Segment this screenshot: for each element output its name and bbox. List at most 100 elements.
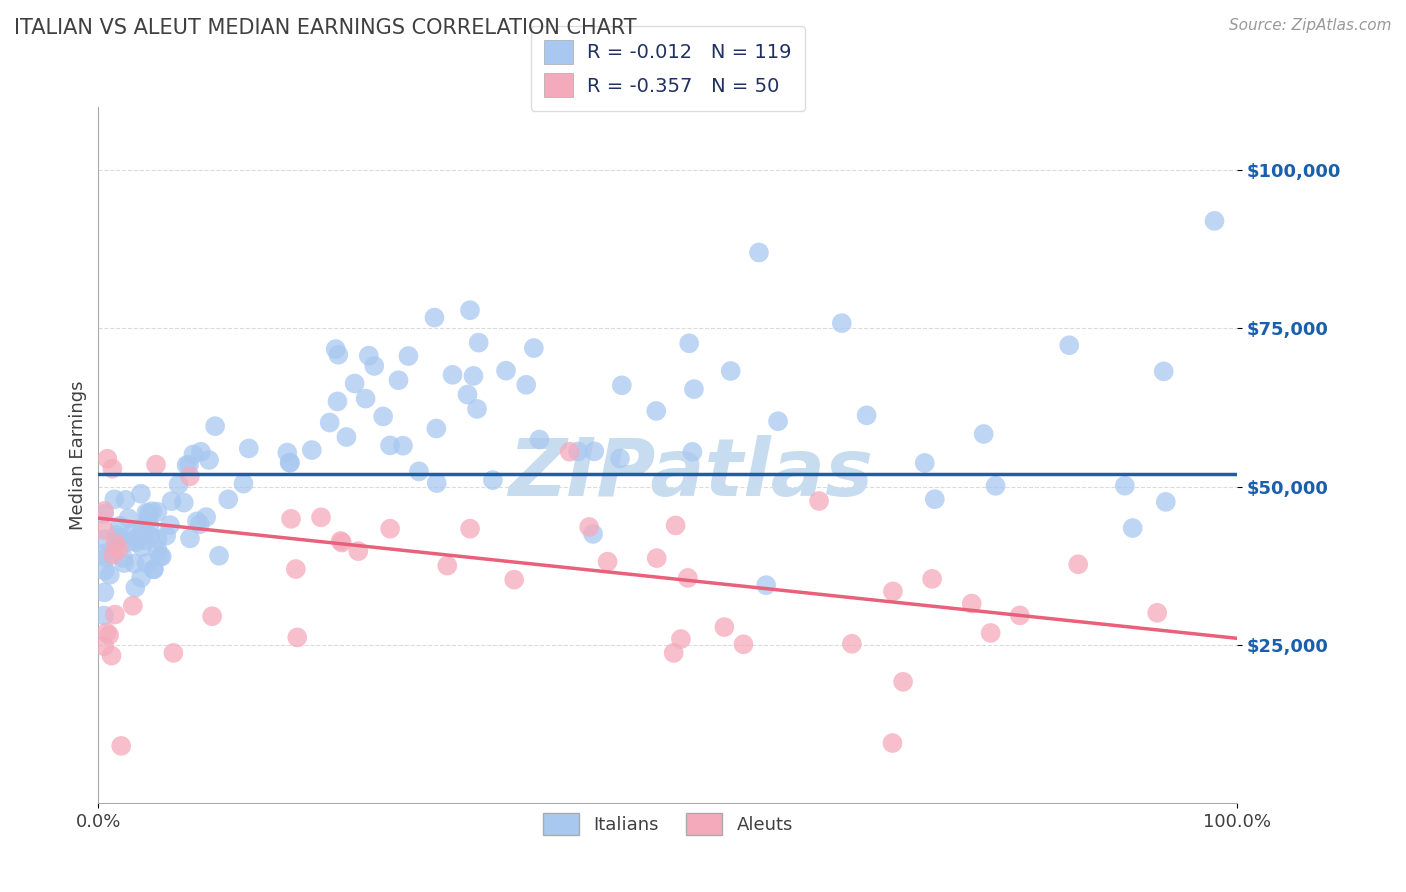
- Point: [335, 430, 357, 444]
- Point: [186, 514, 208, 528]
- Point: [104, 607, 127, 622]
- Point: [183, 447, 205, 461]
- Point: [93, 523, 115, 537]
- Point: [284, 562, 307, 576]
- Point: [458, 303, 481, 318]
- Point: [145, 458, 167, 472]
- Point: [278, 455, 301, 469]
- Point: [980, 626, 1002, 640]
- Point: [831, 316, 853, 330]
- Point: [142, 562, 165, 576]
- Legend: Italians, Aleuts: Italians, Aleuts: [536, 806, 800, 842]
- Point: [441, 368, 464, 382]
- Point: [98, 628, 121, 642]
- Point: [285, 631, 308, 645]
- Point: [173, 495, 195, 509]
- Point: [329, 533, 352, 548]
- Point: [1153, 364, 1175, 378]
- Point: [425, 421, 447, 435]
- Point: [426, 476, 449, 491]
- Point: [1114, 478, 1136, 492]
- Point: [114, 492, 136, 507]
- Text: Source: ZipAtlas.com: Source: ZipAtlas.com: [1229, 18, 1392, 33]
- Point: [354, 392, 377, 406]
- Point: [328, 348, 350, 362]
- Point: [217, 492, 239, 507]
- Point: [136, 513, 159, 527]
- Point: [1057, 338, 1080, 352]
- Point: [162, 646, 184, 660]
- Point: [122, 524, 145, 539]
- Point: [278, 456, 301, 470]
- Point: [124, 557, 146, 571]
- Point: [503, 573, 526, 587]
- Point: [204, 419, 226, 434]
- Point: [155, 528, 177, 542]
- Point: [98, 567, 121, 582]
- Point: [94, 550, 117, 565]
- Point: [117, 535, 139, 549]
- Point: [914, 456, 936, 470]
- Point: [1067, 558, 1090, 572]
- Point: [371, 409, 394, 424]
- Point: [515, 377, 537, 392]
- Point: [208, 549, 231, 563]
- Point: [458, 522, 481, 536]
- Point: [238, 442, 260, 456]
- Point: [1146, 606, 1168, 620]
- Point: [93, 507, 115, 521]
- Point: [891, 674, 914, 689]
- Point: [529, 433, 551, 447]
- Point: [495, 364, 517, 378]
- Point: [131, 541, 153, 555]
- Point: [733, 637, 755, 651]
- Text: ZIPatlas: ZIPatlas: [508, 435, 873, 513]
- Point: [149, 549, 172, 564]
- Point: [93, 532, 115, 546]
- Point: [138, 518, 160, 533]
- Point: [93, 504, 115, 518]
- Point: [713, 620, 735, 634]
- Point: [396, 349, 419, 363]
- Point: [645, 551, 668, 566]
- Point: [882, 736, 904, 750]
- Point: [347, 544, 370, 558]
- Point: [467, 335, 489, 350]
- Point: [665, 518, 688, 533]
- Point: [378, 438, 401, 452]
- Point: [134, 533, 156, 547]
- Point: [392, 439, 415, 453]
- Point: [423, 310, 446, 325]
- Point: [108, 541, 131, 556]
- Point: [105, 528, 128, 542]
- Point: [112, 551, 135, 566]
- Point: [1154, 495, 1177, 509]
- Point: [855, 409, 877, 423]
- Point: [146, 532, 169, 546]
- Point: [662, 646, 685, 660]
- Point: [129, 487, 152, 501]
- Point: [567, 444, 589, 458]
- Point: [669, 632, 692, 646]
- Point: [558, 444, 581, 458]
- Point: [645, 404, 668, 418]
- Point: [179, 469, 201, 483]
- Text: ITALIAN VS ALEUT MEDIAN EARNINGS CORRELATION CHART: ITALIAN VS ALEUT MEDIAN EARNINGS CORRELA…: [14, 18, 637, 37]
- Point: [101, 461, 124, 475]
- Point: [357, 349, 380, 363]
- Point: [179, 532, 201, 546]
- Point: [582, 527, 605, 541]
- Point: [176, 458, 198, 472]
- Point: [195, 510, 218, 524]
- Point: [436, 558, 458, 573]
- Point: [201, 609, 224, 624]
- Point: [325, 342, 347, 356]
- Point: [984, 479, 1007, 493]
- Point: [1008, 608, 1031, 623]
- Point: [387, 373, 409, 387]
- Point: [124, 581, 146, 595]
- Point: [103, 492, 125, 507]
- Point: [190, 444, 212, 458]
- Point: [135, 506, 157, 520]
- Point: [309, 510, 332, 524]
